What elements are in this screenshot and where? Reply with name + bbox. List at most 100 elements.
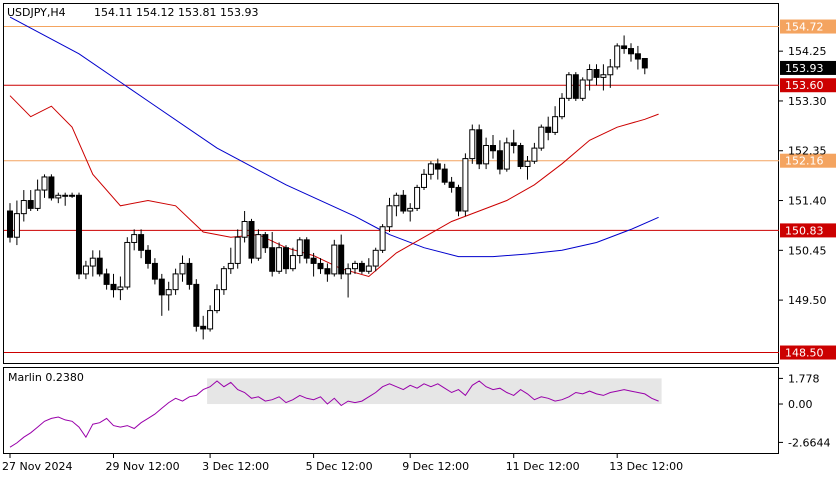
candle-body (283, 247, 289, 270)
candle (607, 59, 614, 88)
candle-body (158, 278, 165, 296)
candle (117, 276, 124, 301)
candle-body (386, 205, 393, 228)
candle (145, 245, 151, 269)
candle (151, 258, 158, 285)
candle (131, 229, 138, 251)
candle (365, 258, 372, 274)
candle-body (393, 194, 400, 207)
candle-body (317, 262, 324, 270)
candle (234, 229, 241, 269)
candle (214, 284, 220, 314)
candle-body (372, 249, 379, 267)
candle-body (462, 158, 469, 212)
marlin-title: Marlin 0.2380 (8, 371, 84, 384)
marlin-axis: 1.778 0.00 -2.6644 (779, 372, 830, 449)
candle-body (20, 200, 27, 215)
level-tag-label: 153.60 (785, 79, 824, 92)
candle (565, 72, 572, 101)
candle-body (62, 194, 69, 197)
level-tag (780, 78, 836, 93)
candle (220, 266, 227, 295)
candle (393, 192, 400, 217)
candle (186, 258, 193, 290)
candle-body (510, 142, 517, 147)
moving-average-line (9, 16, 659, 258)
level-tag-label: 148.50 (785, 347, 824, 360)
candle (324, 263, 331, 282)
candle (400, 190, 407, 214)
candle-body (262, 234, 269, 249)
candle-body (124, 241, 131, 288)
candle-body (538, 126, 545, 149)
candle-body (614, 45, 621, 68)
candle-body (607, 66, 614, 76)
candle (13, 200, 20, 246)
candle (427, 161, 434, 180)
candle (531, 142, 538, 164)
candle-body (593, 69, 600, 78)
candle-body (345, 268, 352, 275)
candle (641, 57, 648, 75)
moving-averages (9, 16, 659, 278)
candle-body (248, 220, 255, 259)
candle (600, 64, 607, 91)
candle-body (186, 262, 193, 285)
candle (227, 247, 234, 274)
candle (462, 153, 469, 217)
candle (110, 273, 117, 298)
candle-body (7, 210, 13, 238)
candle-body (476, 129, 483, 165)
candle-body (338, 244, 345, 275)
candle-body (490, 145, 496, 152)
candle-body (255, 234, 262, 259)
price-tick-label: 150.45 (788, 244, 827, 257)
marlin-zone (207, 378, 662, 405)
level-tag (780, 153, 836, 168)
candle-body (331, 244, 338, 275)
candle-body (55, 194, 62, 199)
candle (269, 231, 276, 277)
candle (303, 237, 310, 264)
level-tag (780, 19, 836, 34)
candle-body (434, 163, 441, 170)
candlesticks[interactable] (7, 35, 648, 340)
candle-body (103, 273, 110, 285)
candle (545, 116, 552, 141)
candle (76, 192, 82, 280)
candle-body (13, 213, 20, 238)
candle-body (296, 239, 303, 257)
candle (579, 77, 586, 101)
time-axis[interactable]: 27 Nov 2024 29 Nov 12:00 3 Dec 12:00 5 Dec … (2, 454, 683, 473)
candle-body (600, 74, 607, 78)
candle-body (131, 234, 138, 243)
candle-body (82, 265, 89, 275)
main-pane-frame (3, 3, 779, 364)
marlin-line (9, 380, 659, 448)
candle-body (76, 194, 82, 275)
candle-body (421, 173, 427, 188)
candle (379, 224, 386, 253)
candle-body (621, 45, 628, 50)
candle (634, 45, 641, 70)
candle (338, 234, 345, 280)
candle (255, 229, 262, 261)
marlin-zone-band (207, 378, 662, 405)
price-axis[interactable]: 154.25 153.30 152.35 151.40 150.45 149.50 153.… (779, 45, 836, 307)
candle-body (572, 74, 579, 99)
current-price-label: 153.93 (785, 62, 824, 75)
candle (310, 252, 317, 277)
candle (7, 203, 13, 243)
candle-body (165, 289, 172, 296)
candle (331, 239, 338, 277)
candle-body (41, 176, 48, 191)
candle (138, 229, 145, 259)
horizontal-levels[interactable]: 154.72 153.60 152.16 150.83 148.50 (4, 19, 836, 360)
candle-body (427, 163, 434, 175)
candle-body (552, 116, 559, 133)
time-tick-label: 9 Dec 12:00 (402, 460, 469, 473)
candle-body (565, 74, 572, 99)
candle (510, 129, 517, 154)
